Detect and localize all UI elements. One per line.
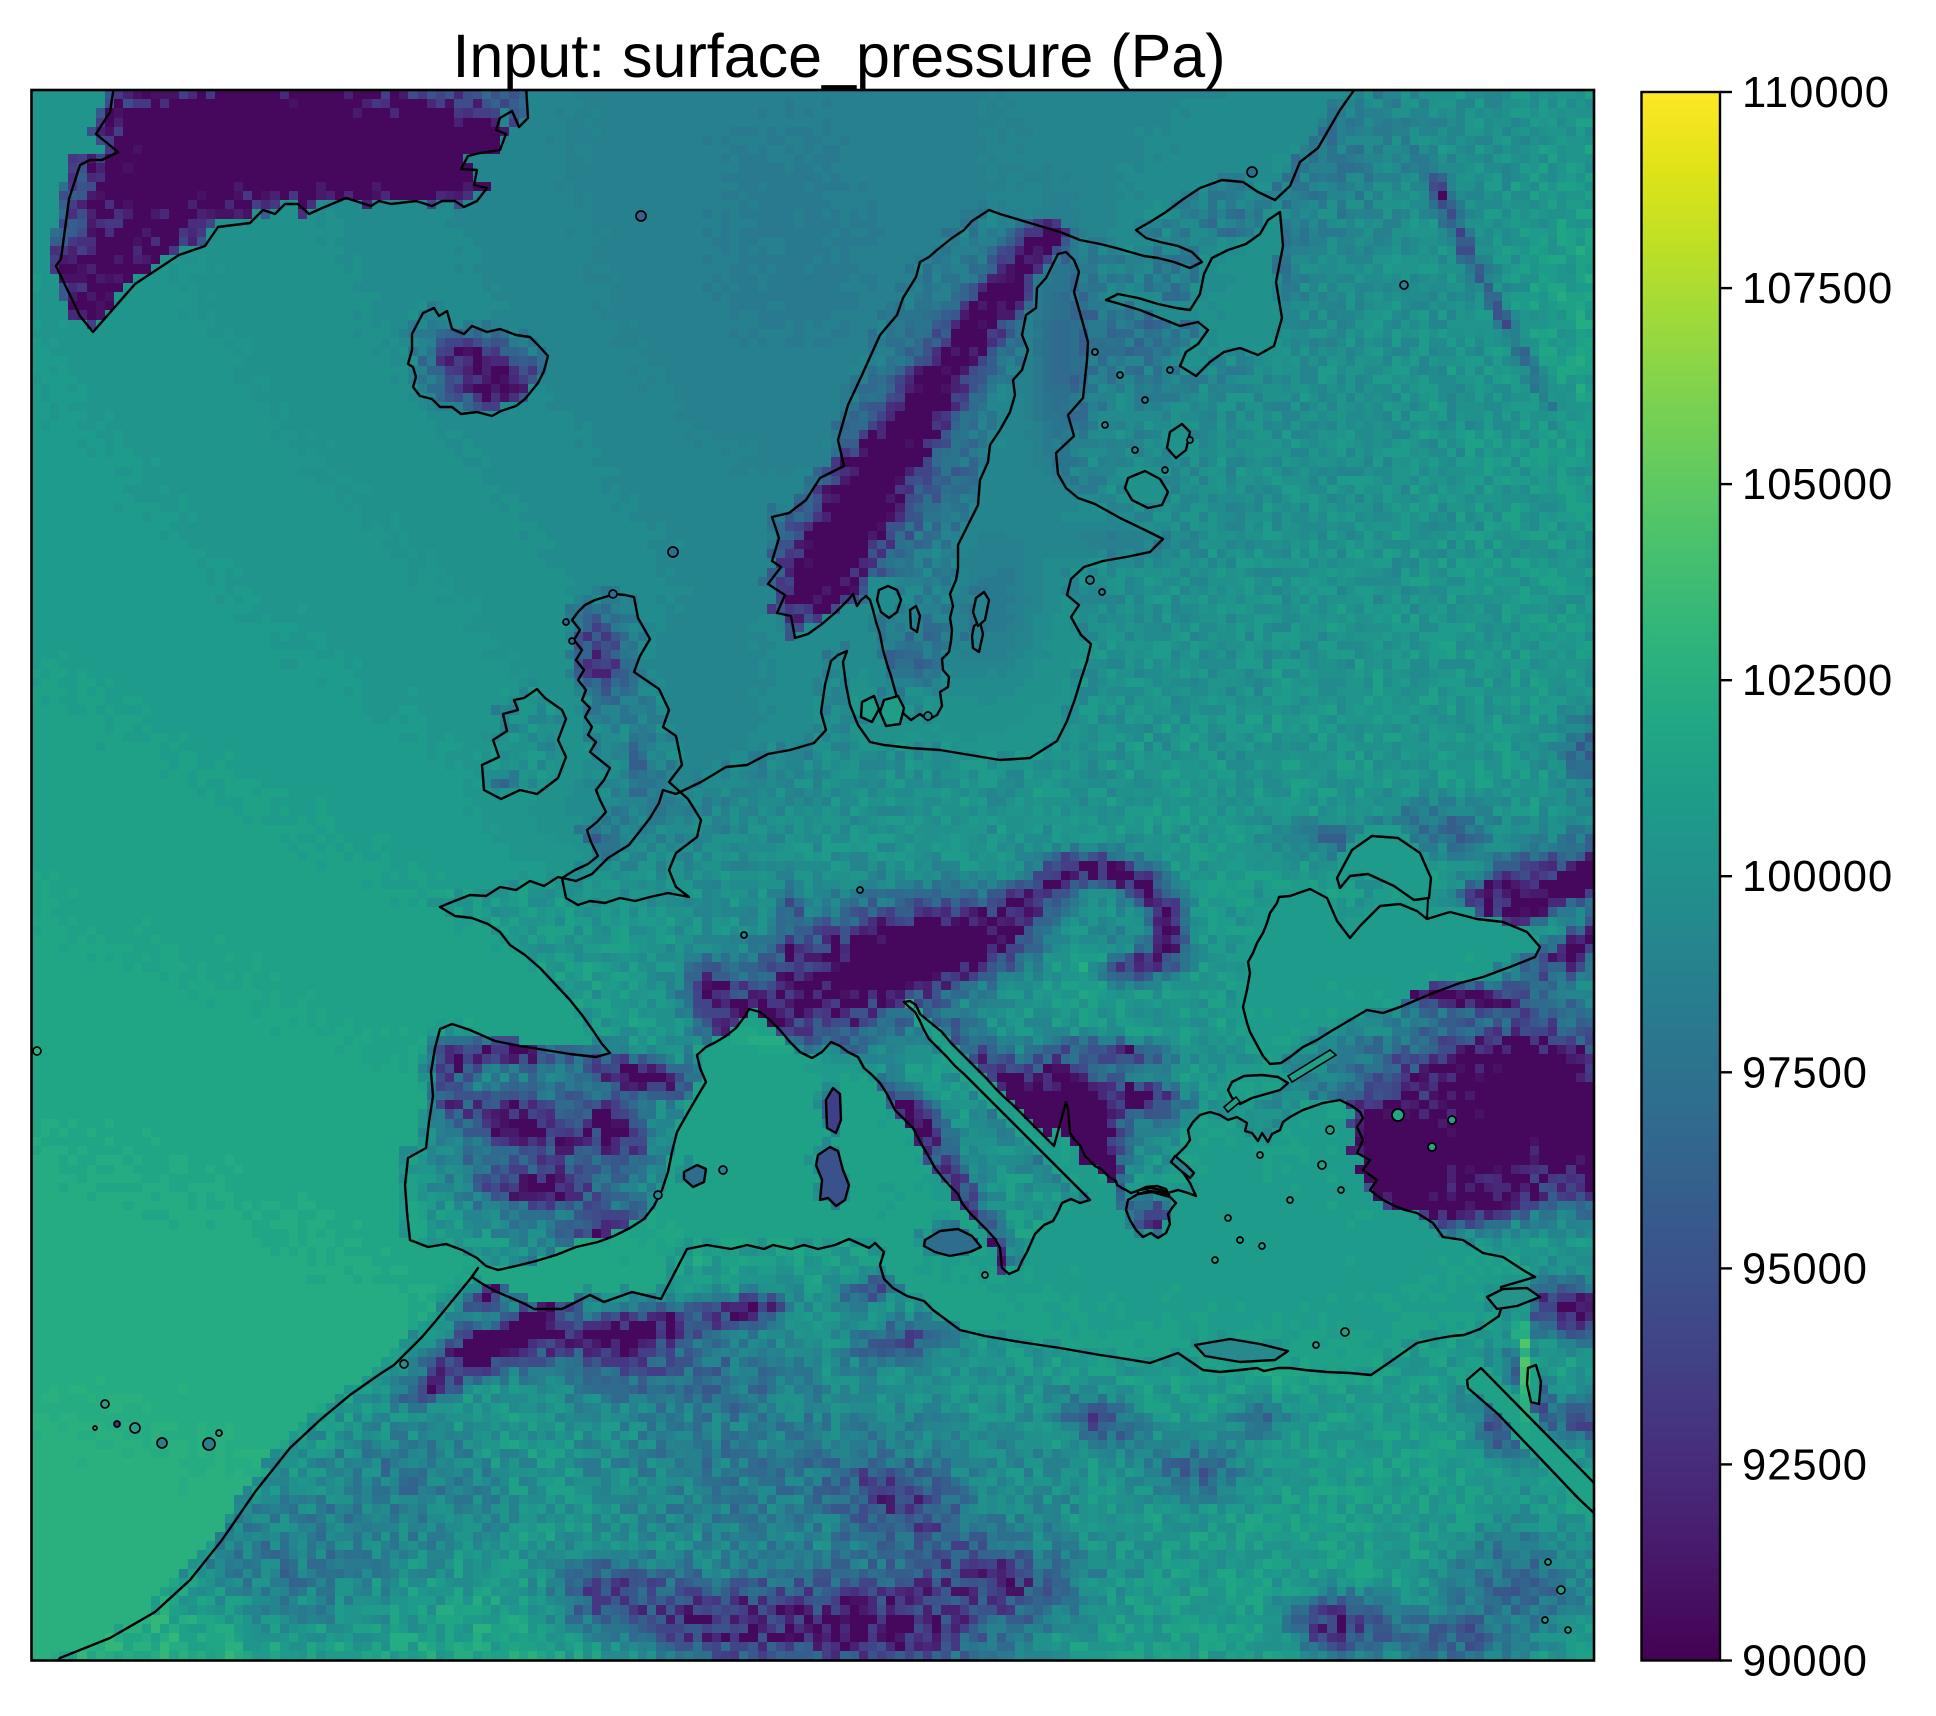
svg-text:107500: 107500 <box>1742 265 1893 313</box>
svg-text:Input: surface_pressure (Pa): Input: surface_pressure (Pa) <box>452 22 1225 90</box>
svg-text:92500: 92500 <box>1742 1441 1868 1489</box>
svg-text:97500: 97500 <box>1742 1049 1868 1097</box>
svg-text:105000: 105000 <box>1742 461 1893 509</box>
svg-text:90000: 90000 <box>1742 1638 1868 1686</box>
svg-text:110000: 110000 <box>1742 69 1890 117</box>
svg-text:102500: 102500 <box>1742 657 1893 705</box>
svg-text:95000: 95000 <box>1742 1245 1868 1293</box>
svg-text:100000: 100000 <box>1742 853 1893 901</box>
